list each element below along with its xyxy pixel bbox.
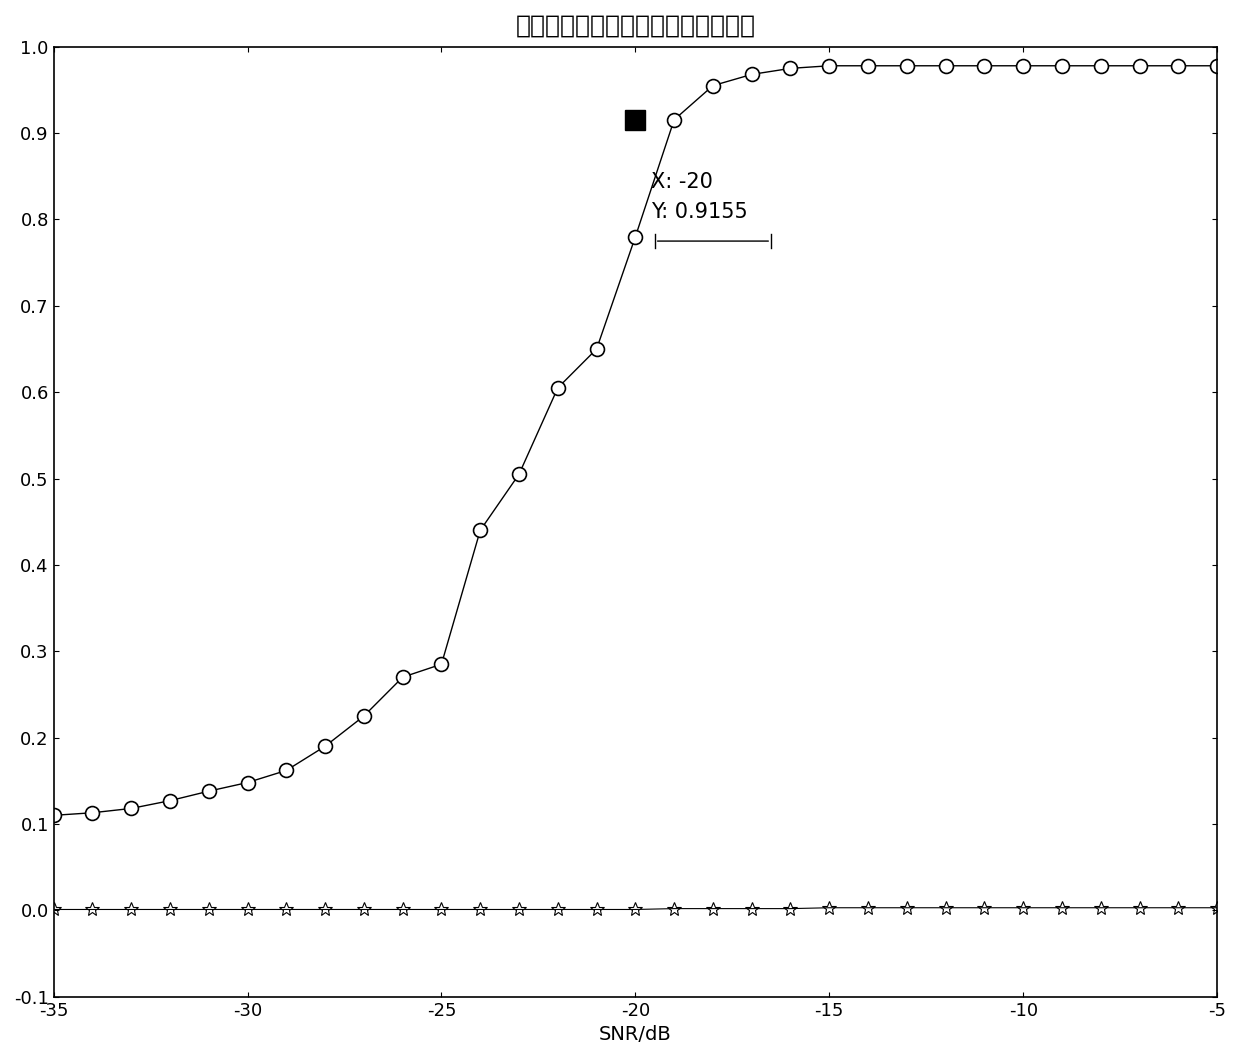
X-axis label: SNR/dB: SNR/dB xyxy=(599,1025,672,1044)
Title: 检测概率和虚警概率随信噪比的变化: 检测概率和虚警概率随信噪比的变化 xyxy=(516,14,755,38)
Text: X: -20
Y: 0.9155: X: -20 Y: 0.9155 xyxy=(651,172,748,221)
